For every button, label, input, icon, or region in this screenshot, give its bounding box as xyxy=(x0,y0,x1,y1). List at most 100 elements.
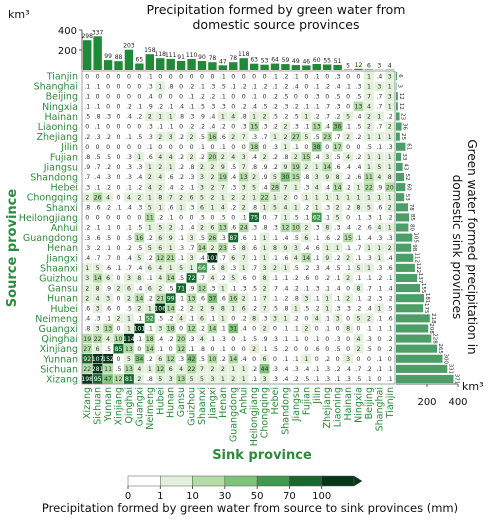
heatmap-cell-label: .5 xyxy=(220,215,226,222)
heatmap-cell-label: 1 xyxy=(127,326,131,333)
heatmap-cell-label: .1 xyxy=(178,295,184,302)
top-bar-label: 118 xyxy=(238,51,250,58)
heatmap-cell-label: 1 xyxy=(252,114,256,121)
heatmap-cell-label: .3 xyxy=(136,205,142,212)
right-unit-label: km³ xyxy=(462,380,484,393)
heatmap-cell-label: 22 xyxy=(261,194,269,201)
heatmap-cell-label: .4 xyxy=(282,376,288,383)
heatmap-cell-label: 1 xyxy=(367,154,371,161)
heatmap-cell-label: .3 xyxy=(282,104,288,111)
heatmap-cell-label: .1 xyxy=(324,215,330,222)
sink-province-label: Neimeng xyxy=(145,387,156,430)
heatmap-cell-label: .4 xyxy=(356,164,362,171)
heatmap-cell-label: .7 xyxy=(324,104,330,111)
heatmap-cell-label: .2 xyxy=(105,205,111,212)
heatmap-cell-label: .5 xyxy=(335,154,341,161)
heatmap-cell-label: .8 xyxy=(147,376,153,383)
heatmap-cell-label: .1 xyxy=(251,235,257,242)
heatmap-cell-label: 2 xyxy=(179,194,183,201)
heatmap-cell-label: 1 xyxy=(283,316,287,323)
heatmap-cell-label: 0 xyxy=(117,73,121,80)
heatmap-cell-label: 0 xyxy=(273,356,277,363)
heatmap-cell-label: .1 xyxy=(314,235,320,242)
heatmap-cell-label: .1 xyxy=(282,356,288,363)
heatmap-cell-label: 0 xyxy=(137,73,141,80)
right-bar-label: 105 xyxy=(412,232,418,243)
heatmap-cell-label: .1 xyxy=(136,104,142,111)
right-bar xyxy=(396,364,448,373)
heatmap-cell-label: .7 xyxy=(105,255,111,262)
heatmap-cell-label: .3 xyxy=(241,124,247,131)
heatmap-cell-label: .2 xyxy=(356,225,362,232)
heatmap-cell-label: 75 xyxy=(250,215,258,222)
heatmap-cell-label: 19 xyxy=(83,336,91,343)
heatmap-cell-label: .5 xyxy=(293,235,299,242)
heatmap-cell-label: 6 xyxy=(231,255,235,262)
heatmap-cell-label: 5 xyxy=(127,356,131,363)
heatmap-cell-label: 1 xyxy=(357,184,361,191)
top-chart-title-line1: Precipitation formed by green water from xyxy=(147,2,406,17)
heatmap-cell-label: .1 xyxy=(189,93,195,100)
heatmap-cell-label: 1 xyxy=(158,205,162,212)
top-bar xyxy=(145,54,155,70)
heatmap-cell-label: .1 xyxy=(272,73,278,80)
heatmap-cell-label: .9 xyxy=(262,336,268,343)
heatmap-cell-label: .7 xyxy=(356,366,362,373)
heatmap-cell-label: .5 xyxy=(136,225,142,232)
heatmap-cell-label: .2 xyxy=(126,104,132,111)
heatmap-cell-label: .1 xyxy=(356,215,362,222)
heatmap-cell-label: .1 xyxy=(126,134,132,141)
heatmap-cell-label: .2 xyxy=(314,305,320,312)
heatmap-cell-label: 0 xyxy=(106,124,110,131)
right-bar-label: 23 xyxy=(400,113,406,120)
heatmap-cell-label: 6 xyxy=(200,316,204,323)
heatmap-cell-label: 9 xyxy=(283,245,287,252)
heatmap-cell-label: 5 xyxy=(357,316,361,323)
heatmap-cell-label: 0 xyxy=(85,215,89,222)
top-bar-label: 63 xyxy=(250,57,258,64)
heatmap-cell-label: 1 xyxy=(315,205,319,212)
heatmap-cell-label: .7 xyxy=(84,174,90,181)
heatmap-cell-label: .3 xyxy=(126,164,132,171)
heatmap-cell-label: .3 xyxy=(178,356,184,363)
heatmap-cell-label: 1 xyxy=(252,194,256,201)
heatmap-cell-label: 1 xyxy=(210,205,214,212)
heatmap-cell-label: 0 xyxy=(127,93,131,100)
heatmap-cell-label: .1 xyxy=(209,336,215,343)
heatmap-cell-label: 0 xyxy=(252,73,256,80)
heatmap-cell-label: .6 xyxy=(241,275,247,282)
heatmap-cell-label: .3 xyxy=(262,316,268,323)
heatmap-cell-label: .4 xyxy=(209,124,215,131)
heatmap-cell-label: 4 xyxy=(179,316,183,323)
heatmap-cell-label: 14 xyxy=(94,275,102,282)
heatmap-cell-label: .2 xyxy=(199,93,205,100)
heatmap-cell-label: 2 xyxy=(210,245,214,252)
heatmap-cell-label: 9 xyxy=(325,255,329,262)
heatmap-cell-label: .4 xyxy=(84,255,90,262)
heatmap-cell-label: 0 xyxy=(263,215,267,222)
heatmap-cell-label: .3 xyxy=(303,184,309,191)
heatmap-cell-label: .1 xyxy=(241,215,247,222)
heatmap-cell-label: 1 xyxy=(190,265,194,272)
heatmap-cell-label: .2 xyxy=(105,134,111,141)
heatmap-cell-label: 2 xyxy=(85,295,89,302)
right-bar-label: 371 xyxy=(454,374,460,385)
heatmap-cell-label: 5 xyxy=(367,205,371,212)
heatmap-cell-label: .4 xyxy=(356,114,362,121)
heatmap-cell-label: 1 xyxy=(169,245,173,252)
heatmap-cell-label: 7 xyxy=(169,194,173,201)
sink-province-label: Ningxia xyxy=(353,387,364,423)
heatmap-cell-label: 1 xyxy=(377,114,381,121)
heatmap-cell-label: .5 xyxy=(303,376,309,383)
heatmap-cell-label: .2 xyxy=(303,205,309,212)
heatmap-cell-label: .4 xyxy=(230,174,236,181)
heatmap-cell-label: 1 xyxy=(304,194,308,201)
right-bar-label: 181 xyxy=(424,293,430,304)
heatmap-cell-label: 1 xyxy=(221,285,225,292)
heatmap-cell-label: 3 xyxy=(169,134,173,141)
heatmap-cell-label: 92 xyxy=(83,356,91,363)
heatmap-cell-label: 4 xyxy=(283,205,287,212)
heatmap-cell-label: 2 xyxy=(210,174,214,181)
heatmap-cell-label: .5 xyxy=(293,114,299,121)
heatmap-cell-label: .3 xyxy=(209,104,215,111)
